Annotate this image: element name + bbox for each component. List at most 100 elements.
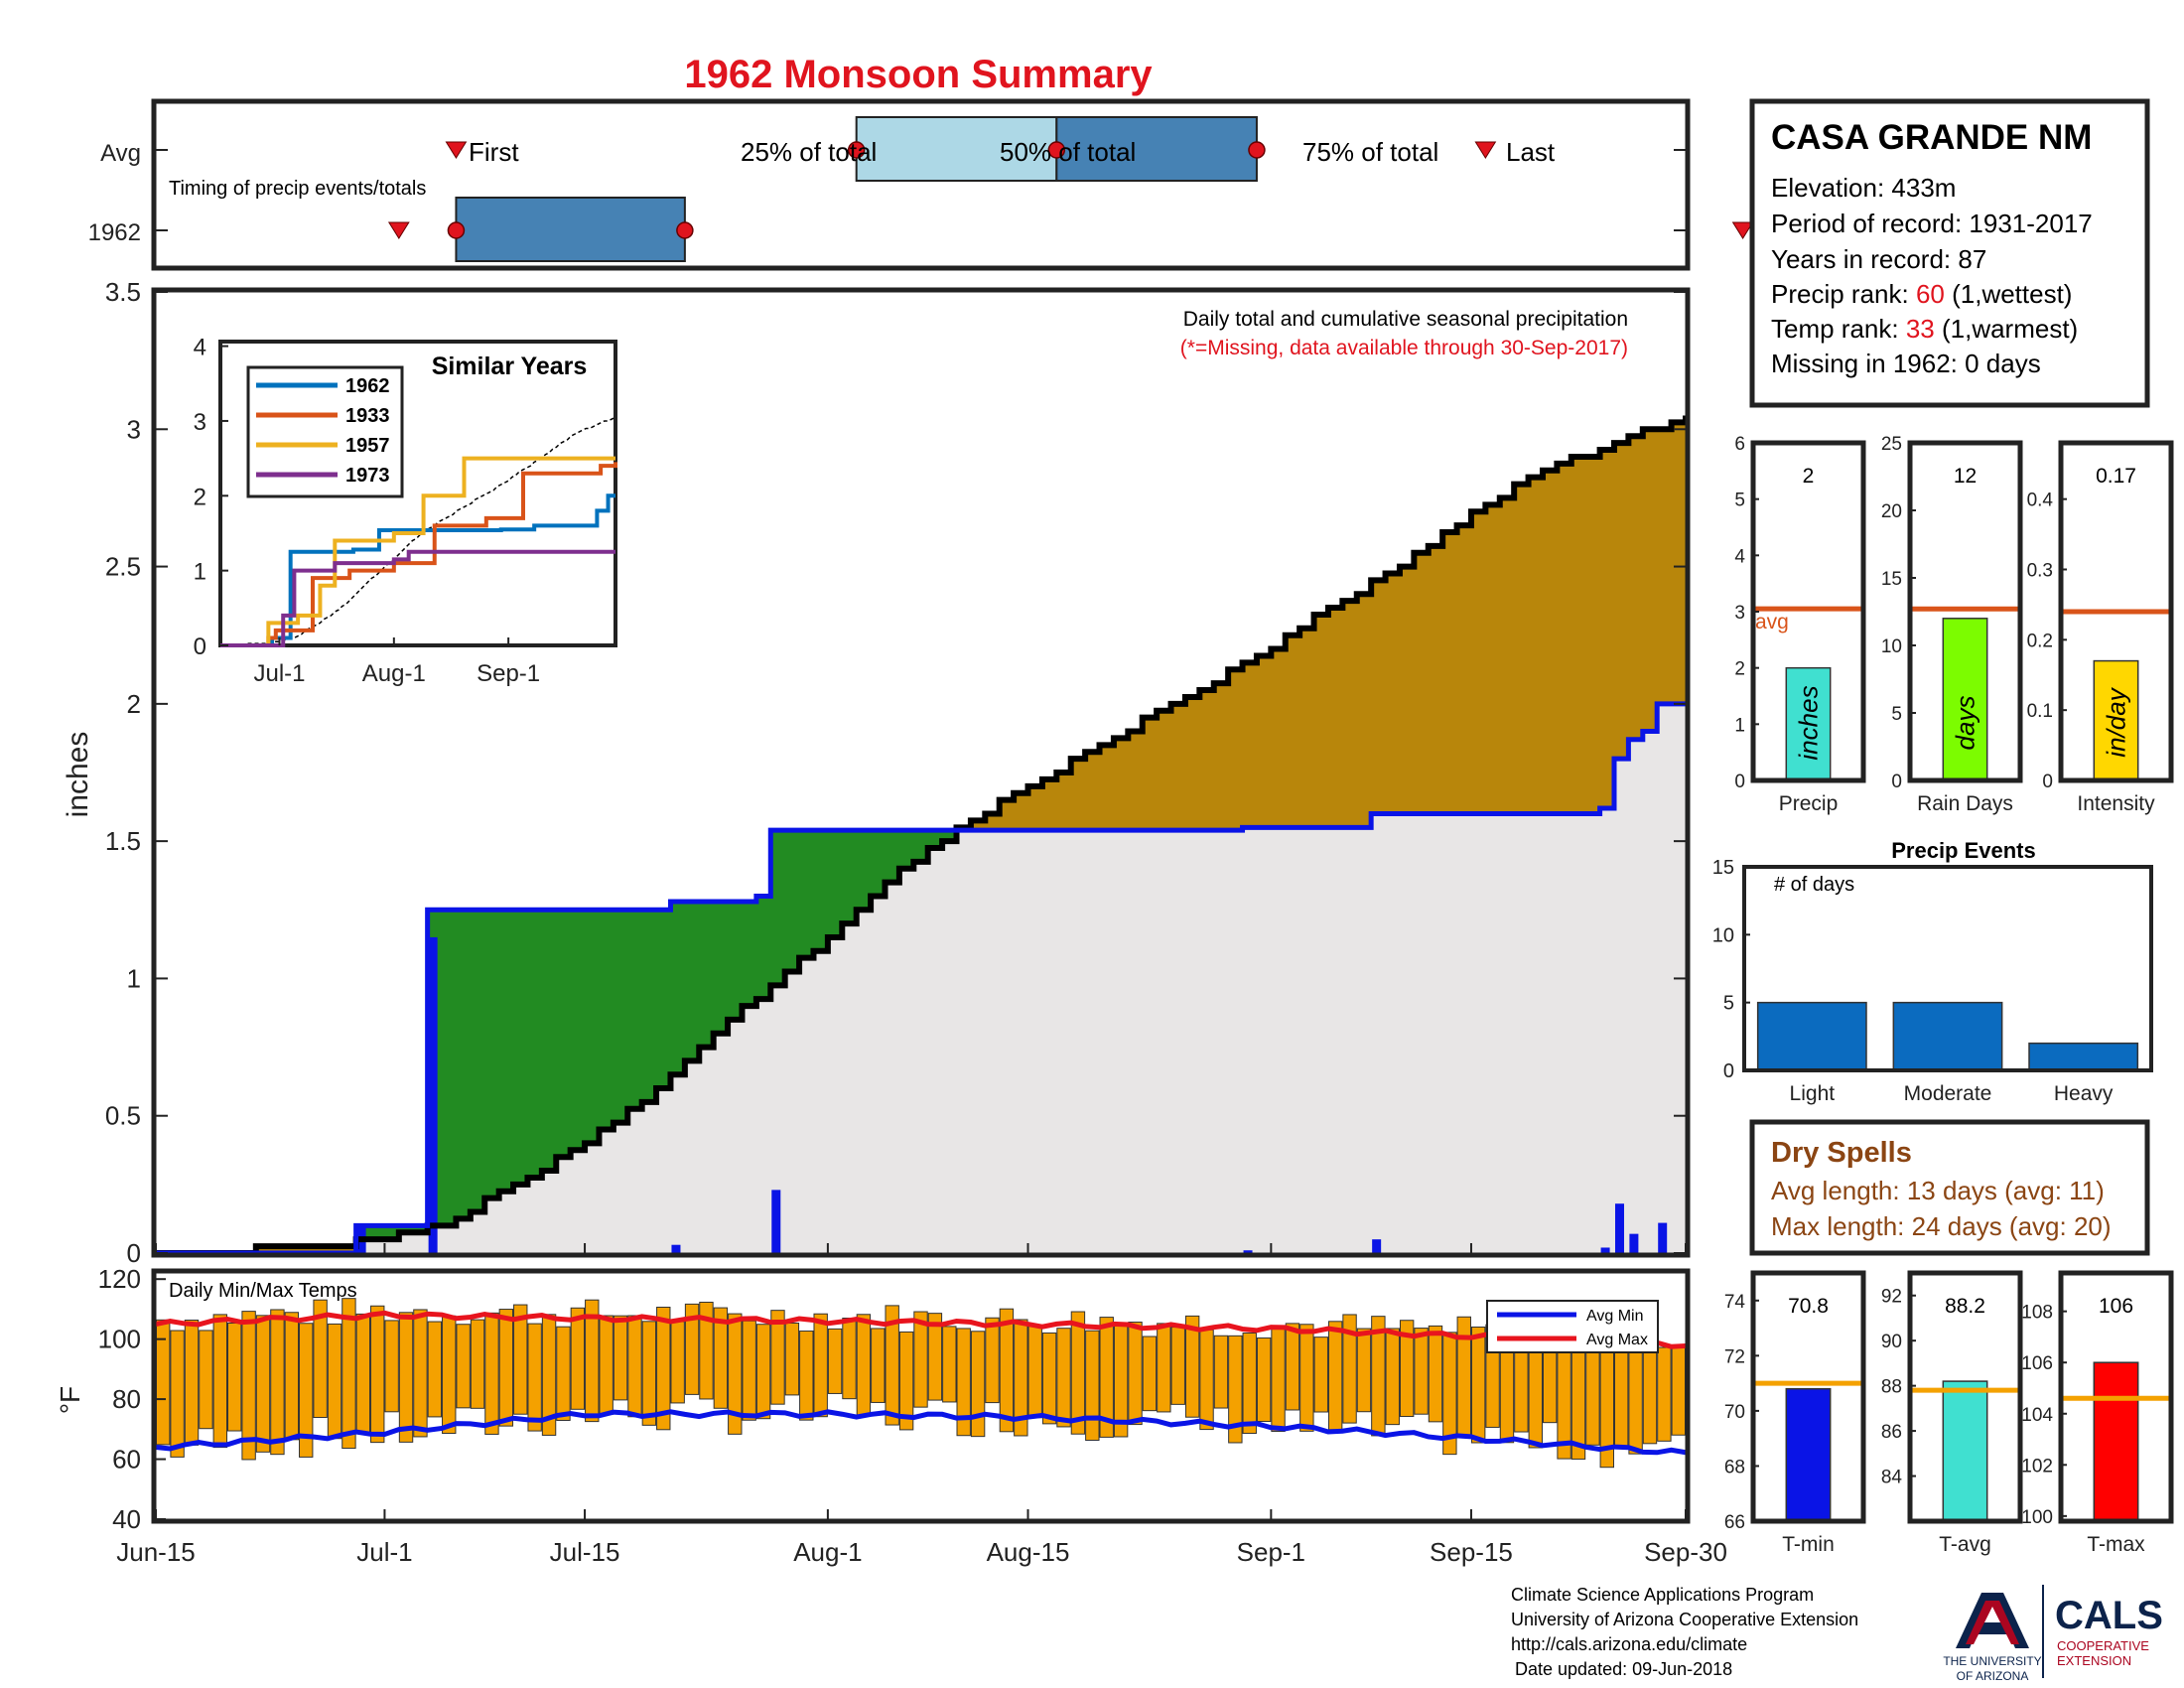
rain-days-summary-unit-label: days bbox=[1951, 696, 1980, 751]
tmin-summary-value-label: 70.8 bbox=[1788, 1295, 1829, 1318]
legend-avg-min-label: Avg Min bbox=[1586, 1308, 1644, 1325]
daily-temp-bar bbox=[585, 1299, 600, 1423]
precip-events-panel: Precip Events Light Moderate Heavy 0 5 10 15 #… bbox=[1712, 838, 2153, 1105]
cals-logo: CALS COOPERATIVE EXTENSION bbox=[2055, 1594, 2163, 1668]
daily-temp-bar bbox=[670, 1321, 685, 1404]
daily-temp-bar bbox=[513, 1304, 528, 1415]
daily-temp-bar bbox=[970, 1331, 986, 1438]
tmin-summary-ytick-label: 72 bbox=[1724, 1346, 1745, 1367]
ua-logo-a-inner bbox=[1966, 1601, 2019, 1644]
daily-temp-bar bbox=[1528, 1346, 1543, 1449]
inset-ytick-label: 0 bbox=[194, 633, 206, 660]
daily-temp-bar bbox=[1642, 1347, 1658, 1445]
daily-temp-bar bbox=[913, 1311, 928, 1408]
daily-temp-bar bbox=[398, 1312, 414, 1443]
intensity-summary-ytick-label: 0.2 bbox=[2027, 631, 2053, 651]
rain-days-summary-ytick-label: 20 bbox=[1881, 501, 1902, 522]
precip-frame bbox=[151, 287, 1691, 1258]
daily-temp-bar bbox=[1456, 1316, 1471, 1436]
tmin-summary-ytick-label: 74 bbox=[1724, 1292, 1746, 1313]
events-xtick-label: Light bbox=[1790, 1082, 1836, 1105]
rain-days-summary-ytick-label: 10 bbox=[1881, 636, 1902, 657]
avg-25-50-box bbox=[855, 116, 1058, 182]
rain-days-summary-bar bbox=[1942, 618, 1988, 781]
inset-legend-label: 1933 bbox=[345, 405, 390, 427]
daily-temp-bar bbox=[1242, 1332, 1257, 1435]
rain-days-summary-ytick-label: 15 bbox=[1881, 569, 1902, 590]
year-last-marker bbox=[1731, 221, 1754, 239]
precip-fills bbox=[156, 415, 1689, 1256]
precip-summary-ytick-label: 2 bbox=[1734, 659, 1745, 680]
daily-temp-bar bbox=[1628, 1351, 1643, 1455]
timing-p75-label: 75% of total bbox=[1302, 137, 1438, 167]
daily-temp-bar bbox=[827, 1328, 843, 1394]
daily-temp-bar bbox=[1271, 1325, 1286, 1432]
daily-temp-bar bbox=[370, 1305, 385, 1444]
precip-rank-value: 60 bbox=[1916, 279, 1945, 309]
station-missing: Missing in 1962: 0 days bbox=[1771, 349, 2041, 378]
daily-temp-bar bbox=[799, 1331, 814, 1421]
temps-ylabel: °F bbox=[55, 1386, 85, 1414]
tmax-summary-ytick-label: 104 bbox=[2021, 1405, 2053, 1426]
inset-plot bbox=[220, 416, 617, 647]
daily-temp-bar bbox=[1414, 1328, 1429, 1415]
rain-days-summary-axis-label: Rain Days bbox=[1917, 792, 2013, 815]
inset-legend-label: 1973 bbox=[345, 465, 390, 487]
year-25-marker bbox=[447, 221, 466, 239]
tavg-summary-ytick-label: 90 bbox=[1881, 1332, 1902, 1352]
precip-summary-ytick-label: 5 bbox=[1734, 491, 1745, 511]
avg-max-line bbox=[155, 1310, 1687, 1349]
daily-temp-bar bbox=[299, 1323, 314, 1458]
station-period: Period of record: 1931-2017 bbox=[1771, 209, 2093, 238]
intensity-summary-ytick-label: 0 bbox=[2042, 772, 2053, 792]
tmax-summary-ytick-label: 108 bbox=[2021, 1303, 2053, 1324]
tmin-summary-ytick-label: 66 bbox=[1724, 1512, 1745, 1533]
daily-temp-bar bbox=[1199, 1329, 1214, 1431]
dry-spells-title: Dry Spells bbox=[1771, 1137, 1912, 1169]
timing-row-avg-label: Avg bbox=[100, 140, 141, 167]
tmax-summary-ytick-label: 102 bbox=[2021, 1456, 2053, 1477]
temp-rank-suffix: (1,warmest) bbox=[1935, 314, 2078, 344]
events-ytick-label: 10 bbox=[1712, 924, 1734, 946]
avg-first-marker bbox=[445, 141, 468, 159]
events-ytick-label: 0 bbox=[1723, 1060, 1734, 1082]
daily-temp-bar bbox=[684, 1303, 700, 1395]
tmax-summary-frame bbox=[2058, 1270, 2174, 1524]
timing-row-year-label: 1962 bbox=[88, 219, 141, 246]
year-first-marker bbox=[387, 221, 410, 239]
events-frame bbox=[1742, 865, 2153, 1072]
precip-rank-suffix: (1,wettest) bbox=[1945, 279, 2073, 309]
inset-avg-dashed-line bbox=[220, 416, 616, 646]
intensity-summary-ytick-label: 0.1 bbox=[2027, 701, 2053, 722]
intensity-summary-ytick-label: 0.3 bbox=[2027, 561, 2053, 582]
temps-legend-box bbox=[1486, 1300, 1659, 1353]
daily-temp-bar bbox=[1356, 1328, 1372, 1413]
daily-temp-bar bbox=[456, 1324, 471, 1409]
xtick-label: Jun-15 bbox=[116, 1537, 196, 1567]
daily-temp-bar bbox=[699, 1301, 714, 1400]
daily-temp-bar bbox=[1184, 1315, 1200, 1418]
daily-temp-bar bbox=[656, 1307, 671, 1431]
rain-days-summary-ytick-label: 5 bbox=[1891, 704, 1902, 725]
daily-temp-bar bbox=[755, 1324, 771, 1420]
xtick-label: Jul-15 bbox=[550, 1537, 620, 1567]
intensity-summary-value-label: 0.17 bbox=[2096, 465, 2136, 488]
avg-min-line bbox=[155, 1409, 1687, 1456]
events-ytick-label: 15 bbox=[1712, 857, 1734, 879]
station-info-box: CASA GRANDE NM Elevation: 433m Period of… bbox=[1749, 98, 2150, 408]
tmax-summary-ytick-label: 106 bbox=[2021, 1353, 2053, 1374]
timing-last-label: Last bbox=[1506, 137, 1556, 167]
tmax-summary-value-label: 106 bbox=[2099, 1295, 2133, 1318]
precip-summary-value-label: 2 bbox=[1803, 465, 1815, 488]
daily-temp-bar bbox=[556, 1326, 571, 1422]
temps-panel: Daily Min/Max Temps °F 40 60 80 100 120 Avg … bbox=[55, 1243, 1727, 1567]
precip-summary-ytick-label: 4 bbox=[1734, 546, 1745, 567]
temp-rank-label: Temp rank: bbox=[1771, 314, 1906, 344]
inset-ytick-label: 4 bbox=[194, 335, 206, 361]
cals-sub2: EXTENSION bbox=[2057, 1653, 2131, 1668]
tmax-summary-axis-label: T-max bbox=[2087, 1533, 2145, 1556]
daily-temp-bar bbox=[627, 1315, 642, 1418]
rain-days-summary-value-label: 12 bbox=[1954, 465, 1977, 488]
inset-ytick-label: 1 bbox=[194, 559, 206, 586]
